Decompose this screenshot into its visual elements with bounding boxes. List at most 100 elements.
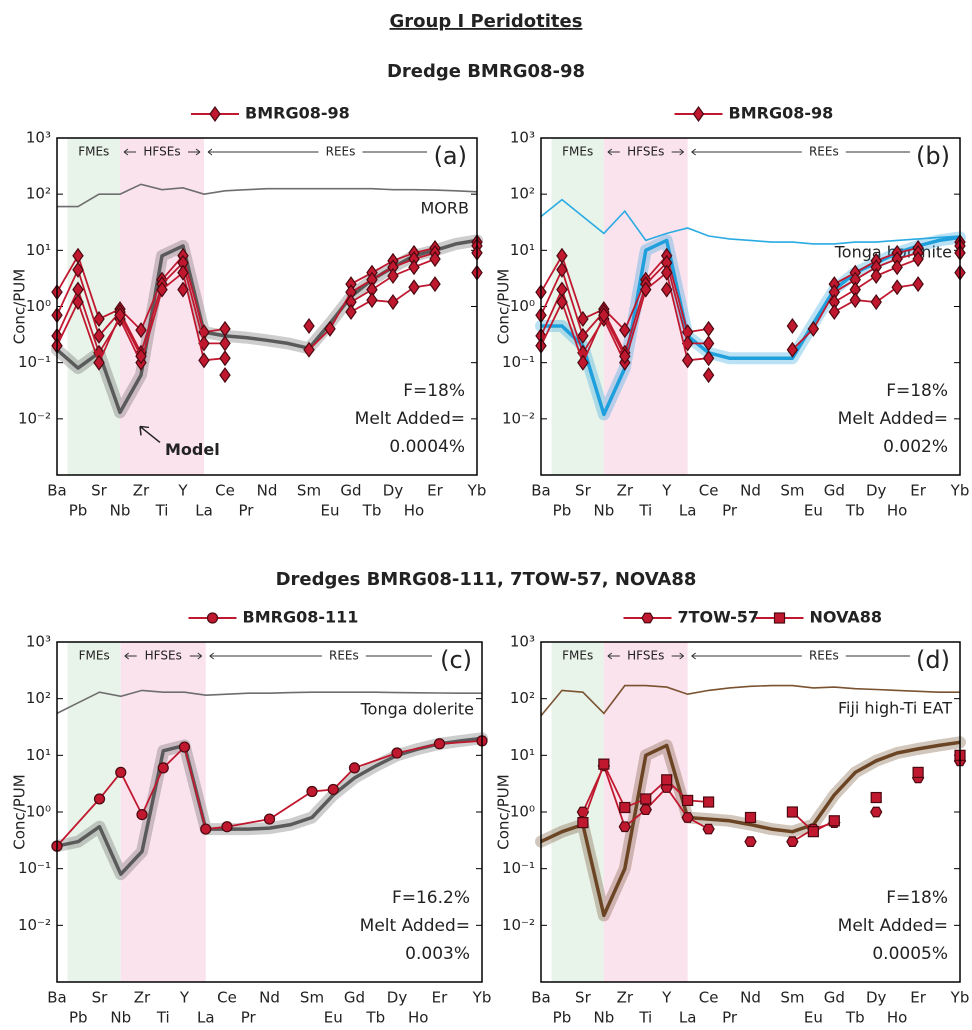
x-tick-label: Dy	[387, 989, 408, 1007]
y-axis-label: Conc/PUM	[11, 269, 29, 344]
x-tick-label: Ti	[638, 1009, 652, 1027]
legend-label: BMRG08-98	[245, 104, 350, 123]
region-label: FMEs	[78, 145, 109, 159]
marker	[598, 758, 610, 770]
region-fme	[67, 642, 121, 982]
x-tick-label: Ce	[215, 482, 235, 500]
panel-label: (c)	[440, 646, 472, 674]
x-tick-label: La	[679, 1009, 697, 1027]
plot-frame	[540, 137, 961, 476]
y-tick-label: 10⁻¹	[18, 859, 51, 877]
marker	[661, 774, 673, 786]
figure-title: Group I Peridotites	[390, 11, 583, 32]
legend-label: BMRG08-98	[729, 104, 834, 123]
x-tick-label: Pb	[69, 1009, 88, 1027]
region-arrow	[607, 148, 684, 156]
y-axis-label: Conc/PUM	[495, 269, 513, 344]
y-tick-label: 10⁻²	[18, 916, 51, 934]
annotation: 0.0004%	[389, 437, 465, 457]
x-tick-label: Tb	[362, 502, 382, 520]
x-tick-label: Ce	[699, 989, 719, 1007]
marker	[891, 259, 903, 276]
x-tick-label: Nd	[740, 482, 761, 500]
y-tick-label: 10¹	[26, 241, 51, 259]
marker	[72, 261, 84, 278]
marker	[619, 801, 631, 814]
x-tick-label: Sr	[575, 989, 592, 1007]
marker	[93, 354, 105, 371]
y-tick-label: 10²	[510, 689, 535, 707]
marker	[912, 766, 924, 778]
marker	[807, 320, 820, 337]
model-label: Model	[165, 440, 220, 459]
annotation: Melt Added=	[360, 916, 470, 936]
marker	[93, 310, 105, 327]
region-arrow	[124, 652, 203, 660]
marker	[306, 785, 318, 798]
y-tick-label: 10⁰	[26, 297, 51, 315]
marker	[891, 279, 903, 296]
x-tick-label: Tb	[365, 1009, 385, 1027]
annotation: F=18%	[886, 381, 948, 401]
marker	[93, 793, 106, 805]
region-label: FMEs	[79, 649, 110, 663]
marker	[870, 294, 882, 311]
marker	[692, 105, 705, 123]
marker	[408, 259, 420, 276]
marker	[870, 791, 882, 804]
region-label: REEs	[809, 145, 839, 159]
reference-line	[57, 183, 478, 208]
x-tick-label: Ho	[408, 1009, 428, 1027]
x-tick-label: Zr	[133, 482, 150, 500]
marker	[156, 281, 168, 298]
y-tick-label: 10¹	[510, 746, 535, 764]
section-title: Dredges BMRG08-111, 7TOW-57, NOVA88	[276, 569, 697, 590]
y-tick-label: 10⁻¹	[502, 353, 535, 371]
annotation: 0.002%	[883, 437, 948, 457]
marker	[702, 367, 715, 384]
reference-label: Tonga dolerite	[360, 700, 474, 719]
marker	[660, 264, 673, 281]
marker	[681, 812, 694, 823]
region-arrow	[207, 148, 427, 156]
marker	[408, 279, 420, 296]
x-tick-label: Nb	[110, 502, 131, 520]
marker	[219, 367, 231, 384]
panel-label: (b)	[916, 142, 950, 170]
annotation: 0.003%	[405, 944, 470, 964]
x-tick-label: Yb	[467, 482, 487, 500]
marker	[177, 281, 189, 298]
marker	[366, 292, 378, 309]
x-tick-label: Yb	[950, 989, 970, 1007]
region-label: REEs	[809, 649, 839, 663]
annotation: F=16.2%	[392, 888, 470, 908]
region-arrow	[123, 148, 201, 156]
region-arrow	[607, 652, 684, 660]
x-tick-label: Sr	[575, 482, 592, 500]
marker	[640, 281, 652, 298]
marker	[556, 294, 568, 311]
y-tick-label: 10⁻²	[502, 916, 535, 934]
y-tick-label: 10⁻¹	[502, 859, 535, 877]
marker	[135, 348, 147, 365]
region-label: HFSEs	[627, 145, 664, 159]
x-tick-label: Dy	[866, 989, 887, 1007]
region-hfse	[120, 138, 204, 475]
region-arrow	[209, 652, 432, 660]
x-tick-label: Er	[910, 482, 926, 500]
x-tick-label: Dy	[866, 482, 887, 500]
region-label: FMEs	[562, 145, 593, 159]
marker	[219, 350, 231, 367]
marker	[327, 783, 339, 796]
x-tick-label: Eu	[804, 1009, 823, 1027]
marker	[433, 738, 446, 750]
marker	[135, 322, 147, 339]
x-tick-label: Gd	[344, 989, 365, 1007]
marker	[93, 327, 105, 344]
marker	[177, 264, 189, 281]
y-tick-label: 10³	[510, 129, 535, 147]
marker	[577, 327, 589, 344]
marker	[618, 821, 631, 833]
marker	[870, 267, 882, 284]
marker	[391, 747, 403, 759]
